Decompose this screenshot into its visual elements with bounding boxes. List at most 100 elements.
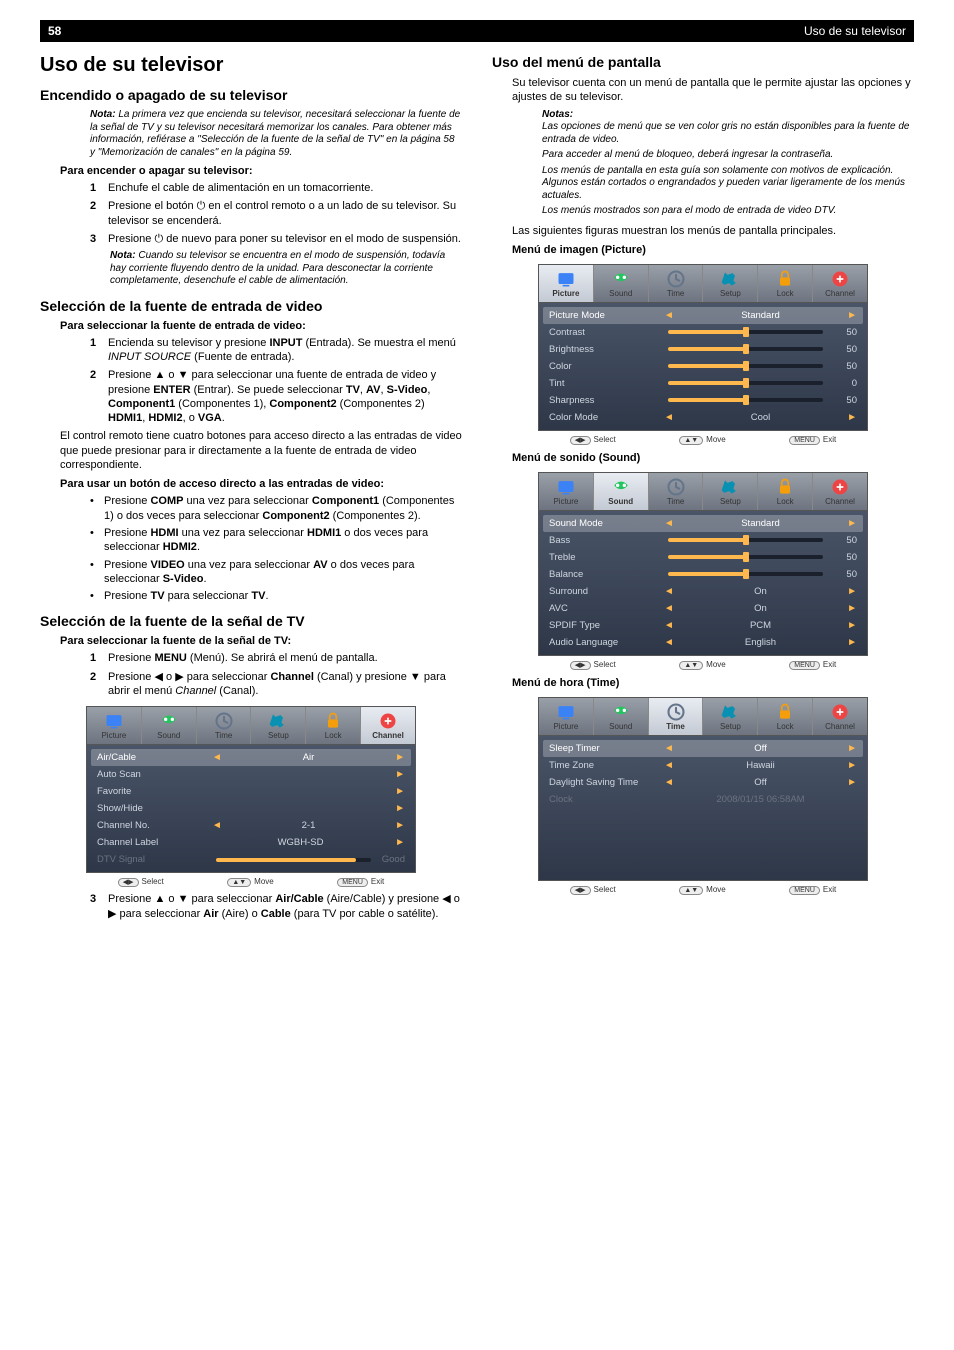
osd-slider[interactable] (668, 555, 823, 559)
arrow-right-icon[interactable]: ► (395, 820, 405, 831)
osd-row-label: Air/Cable (97, 752, 212, 763)
osd-body: Sleep Timer◄Off►Time Zone◄Hawaii►Dayligh… (538, 736, 868, 881)
osd-tab-picture[interactable]: Picture (539, 698, 594, 735)
osd-row[interactable]: Air/Cable◄ Air ► (91, 749, 411, 766)
osd-tab-lock[interactable]: Lock (758, 265, 813, 302)
osd-row[interactable]: Channel No.◄2-1► (97, 817, 405, 834)
arrow-right-icon[interactable]: ► (847, 743, 857, 754)
osd-slider[interactable] (668, 347, 823, 351)
osd-tab-channel[interactable]: Channel (813, 265, 867, 302)
osd-row[interactable]: Surround◄On► (549, 583, 857, 600)
osd-value: 0 (827, 378, 857, 389)
osd-row[interactable]: Bass50 (549, 532, 857, 549)
arrow-left-icon[interactable]: ◄ (664, 743, 674, 754)
osd-tab-lock[interactable]: Lock (306, 707, 361, 744)
step-text: Encienda su televisor y presione INPUT (… (108, 336, 462, 365)
arrow-left-icon[interactable]: ◄ (664, 412, 674, 423)
osd-row[interactable]: Daylight Saving Time◄Off► (549, 774, 857, 791)
arrow-left-icon[interactable]: ◄ (664, 603, 674, 614)
osd-row-label: Favorite (97, 786, 212, 797)
osd-value: Air (228, 752, 389, 763)
arrow-left-icon[interactable]: ◄ (664, 760, 674, 771)
osd-slider[interactable] (668, 381, 823, 385)
osd-tab-time[interactable]: Time (649, 473, 704, 510)
osd-value: PCM (680, 620, 841, 631)
osd-row[interactable]: Contrast50 (549, 324, 857, 341)
osd-row-label: Picture Mode (549, 310, 664, 321)
osd-row[interactable]: AVC◄On► (549, 600, 857, 617)
osd-row[interactable]: Audio Language◄English► (549, 634, 857, 651)
osd-row[interactable]: Favorite ► (97, 783, 405, 800)
arrow-right-icon[interactable]: ► (847, 777, 857, 788)
osd-tab-sound[interactable]: Sound (594, 265, 649, 302)
osd-slider[interactable] (668, 330, 823, 334)
osd-tab-setup[interactable]: Setup (703, 265, 758, 302)
osd-value: WGBH-SD (212, 837, 389, 848)
main-heading: Uso de su televisor (40, 54, 462, 77)
arrow-left-icon[interactable]: ◄ (664, 620, 674, 631)
osd-slider[interactable] (668, 364, 823, 368)
osd-slider[interactable] (668, 398, 823, 402)
osd-row[interactable]: Picture Mode◄Standard► (543, 307, 863, 324)
osd-tab-setup[interactable]: Setup (251, 707, 306, 744)
step-text: Presione ⏻ de nuevo para poner su televi… (108, 232, 462, 246)
osd-row[interactable]: Color50 (549, 358, 857, 375)
step-text: Presione MENU (Menú). Se abrirá el menú … (108, 651, 462, 665)
osd-row[interactable]: SPDIF Type◄PCM► (549, 617, 857, 634)
arrow-right-icon[interactable]: ► (395, 803, 405, 814)
arrow-right-icon[interactable]: ► (847, 412, 857, 423)
osd-tab-picture[interactable]: Picture (539, 265, 594, 302)
osd-row[interactable]: Treble50 (549, 549, 857, 566)
arrow-right-icon[interactable]: ► (395, 769, 405, 780)
osd-row[interactable]: Channel LabelWGBH-SD► (97, 834, 405, 851)
step-text: Presione ▲ o ▼ para seleccionar una fuen… (108, 368, 462, 425)
osd-tab-picture[interactable]: Picture (539, 473, 594, 510)
osd-tab-setup[interactable]: Setup (703, 473, 758, 510)
arrow-right-icon[interactable]: ► (395, 837, 405, 848)
osd-row[interactable]: Tint0 (549, 375, 857, 392)
arrow-right-icon[interactable]: ► (847, 310, 857, 321)
osd-tab-time[interactable]: Time (649, 698, 704, 735)
osd-tab-channel[interactable]: Channel (813, 473, 867, 510)
osd-tab-sound[interactable]: Sound (594, 698, 649, 735)
osd-tab-channel[interactable]: Channel (361, 707, 415, 744)
arrow-left-icon[interactable]: ◄ (664, 310, 674, 321)
osd-tab-time[interactable]: Time (197, 707, 252, 744)
osd-tab-channel[interactable]: Channel (813, 698, 867, 735)
osd-body: Sound Mode◄Standard►Bass50Treble50Balanc… (538, 511, 868, 656)
arrow-right-icon[interactable]: ► (847, 603, 857, 614)
osd-tab-setup[interactable]: Setup (703, 698, 758, 735)
arrow-right-icon[interactable]: ► (847, 760, 857, 771)
osd-row[interactable]: Show/Hide► (97, 800, 405, 817)
osd-slider[interactable] (668, 538, 823, 542)
arrow-right-icon[interactable]: ► (847, 586, 857, 597)
osd-tab-picture[interactable]: Picture (87, 707, 142, 744)
osd-row[interactable]: Time Zone◄Hawaii► (549, 757, 857, 774)
osd-row[interactable]: Sound Mode◄Standard► (543, 515, 863, 532)
arrow-right-icon[interactable]: ► (847, 518, 857, 529)
osd-tab-time[interactable]: Time (649, 265, 704, 302)
osd-tab-lock[interactable]: Lock (758, 473, 813, 510)
osd-row[interactable]: Sleep Timer◄Off► (543, 740, 863, 757)
osd-row[interactable]: Color Mode◄Cool► (549, 409, 857, 426)
osd-tab-sound[interactable]: Sound (142, 707, 197, 744)
osd-row[interactable]: Balance50 (549, 566, 857, 583)
arrow-left-icon[interactable]: ◄ (664, 777, 674, 788)
arrow-right-icon[interactable]: ► (395, 786, 405, 797)
osd-tab-sound[interactable]: Sound (594, 473, 649, 510)
arrow-left-icon[interactable]: ◄ (664, 518, 674, 529)
arrow-right-icon[interactable]: ► (847, 637, 857, 648)
arrow-right-icon[interactable]: ► (847, 620, 857, 631)
osd-row[interactable]: Clock2008/01/15 06:58AM (549, 791, 857, 808)
arrow-left-icon[interactable]: ◄ (664, 637, 674, 648)
osd-tab-lock[interactable]: Lock (758, 698, 813, 735)
arrow-left-icon[interactable]: ◄ (664, 586, 674, 597)
arrow-left-icon[interactable]: ◄ (212, 752, 222, 763)
osd-slider[interactable] (668, 572, 823, 576)
arrow-left-icon[interactable]: ◄ (212, 820, 222, 831)
arrow-right-icon[interactable]: ► (395, 752, 405, 763)
osd-row[interactable]: Brightness50 (549, 341, 857, 358)
osd-row[interactable]: DTV SignalGood (97, 851, 405, 868)
osd-row[interactable]: Auto Scan► (97, 766, 405, 783)
osd-row[interactable]: Sharpness50 (549, 392, 857, 409)
